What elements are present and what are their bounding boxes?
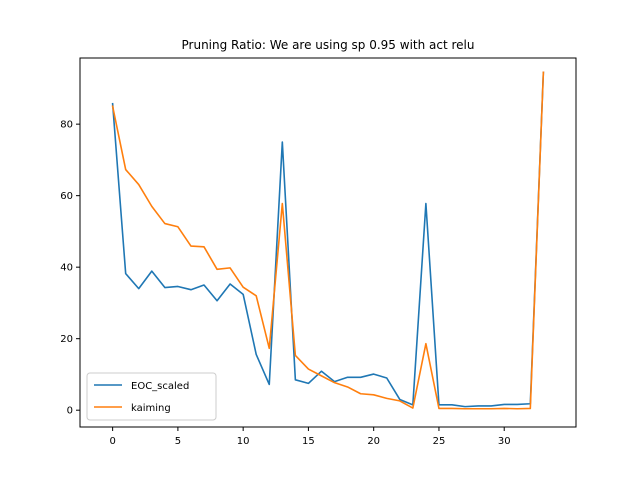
- y-tick-label: 80: [60, 120, 73, 131]
- y-tick-label: 20: [60, 334, 73, 345]
- x-tick-label: 20: [367, 436, 380, 447]
- legend-label-kaiming: kaiming: [131, 403, 171, 414]
- x-tick-label: 15: [302, 436, 315, 447]
- y-tick-label: 40: [60, 263, 73, 274]
- legend: EOC_scaled kaiming: [86, 372, 217, 421]
- y-tick-label: 60: [60, 191, 73, 202]
- x-axis-ticks: 0 5 10 15 20 25 30: [109, 427, 511, 447]
- x-tick-label: 10: [237, 436, 250, 447]
- plot-frame: [79, 57, 577, 428]
- series-line-kaiming: [111, 71, 545, 410]
- x-tick-label: 5: [175, 436, 181, 447]
- y-tick-label: 0: [67, 406, 73, 417]
- x-tick-label: 0: [109, 436, 115, 447]
- x-tick-label: 30: [498, 436, 511, 447]
- chart-title: Pruning Ratio: We are using sp 0.95 with…: [182, 38, 475, 52]
- legend-label-eoc-scaled: EOC_scaled: [131, 381, 189, 392]
- y-axis-ticks: 0 20 40 60 80: [60, 120, 80, 417]
- x-tick-label: 25: [433, 436, 446, 447]
- series-line-eoc-scaled: [111, 71, 545, 408]
- series-layer: [111, 71, 545, 410]
